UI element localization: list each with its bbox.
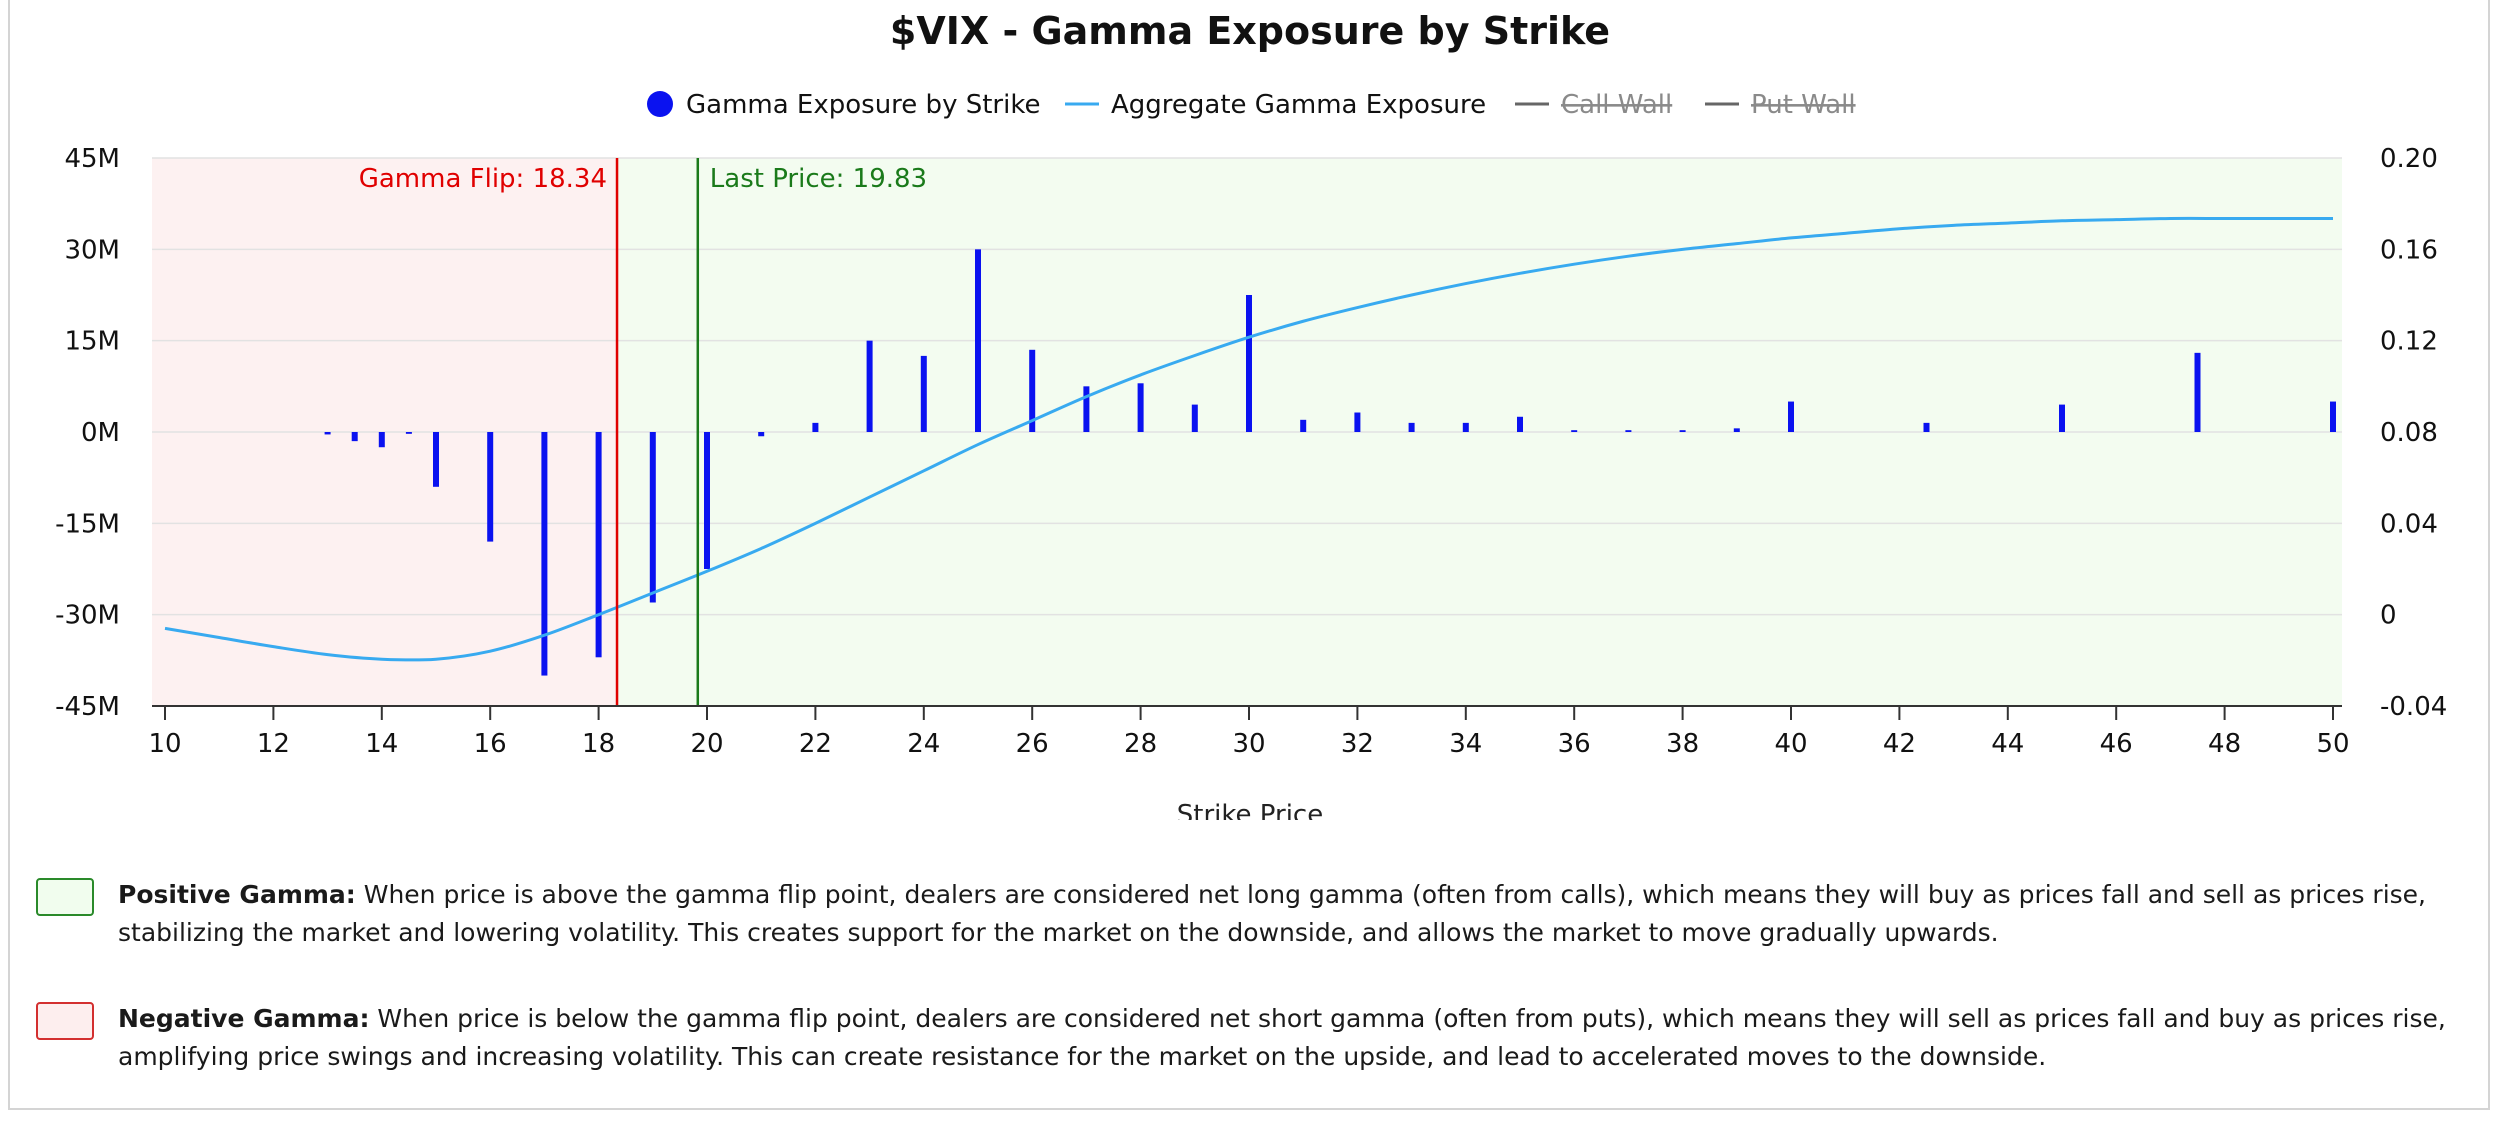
y-left-tick-label: -15M (55, 509, 120, 539)
x-tick-label: 10 (148, 729, 181, 759)
x-tick-label: 26 (1016, 729, 1049, 759)
gamma-bar (487, 432, 494, 542)
x-tick-label: 18 (582, 729, 615, 759)
x-axis-label: Strike Price (1177, 800, 1323, 820)
gamma-bar (1408, 422, 1415, 432)
y-right-tick-label: 0.20 (2380, 144, 2438, 174)
x-tick-label: 20 (690, 729, 723, 759)
y-right-tick-label: 0.12 (2380, 327, 2438, 357)
gamma-bar (378, 432, 385, 448)
gamma-bar (324, 432, 331, 435)
y-left-tick-label: 45M (64, 144, 120, 174)
gamma-exposure-chart: Gamma Flip: 18.34 Last Price: 19.83 10 12 1… (55, 9, 2447, 820)
negative-gamma-label: Negative Gamma: (118, 1004, 370, 1033)
gamma-bar (1517, 416, 1523, 432)
positive-gamma-label: Positive Gamma: (118, 880, 356, 909)
gamma-bar (1354, 412, 1361, 432)
legend-item-label: Gamma Exposure by Strike (686, 90, 1040, 120)
legend: Gamma Exposure by Strike Aggregate Gamma … (647, 90, 1856, 120)
gamma-bar (2330, 401, 2336, 432)
x-tick-label: 32 (1341, 729, 1374, 759)
x-tick-label: 24 (907, 729, 940, 759)
x-tick-label: 30 (1232, 729, 1265, 759)
gamma-bar (866, 340, 873, 432)
x-tick-label: 50 (2316, 729, 2349, 759)
x-tick-label: 28 (1124, 729, 1157, 759)
y-right-tick-label: 0.16 (2380, 235, 2438, 265)
gamma-bar (1300, 419, 1307, 432)
negative-gamma-description: When price is below the gamma flip point… (118, 1004, 2446, 1071)
gamma-bar (405, 432, 412, 434)
markers-layer: Gamma Flip: 18.34 Last Price: 19.83 (359, 158, 927, 706)
y-left-tick-label: -45M (55, 692, 120, 722)
gamma-bar (541, 432, 548, 676)
gamma-bar (1625, 430, 1632, 432)
gamma-bar (433, 432, 439, 487)
y-right-tick-label: 0.04 (2380, 509, 2438, 539)
y-left-tick-label: 30M (64, 235, 120, 265)
x-tick-label: 36 (1558, 729, 1591, 759)
gamma-bar (1788, 401, 1794, 432)
legend-item-label: Aggregate Gamma Exposure (1111, 90, 1486, 120)
x-tick-label: 12 (257, 729, 290, 759)
gamma-bar (595, 432, 602, 658)
positive-gamma-description: When price is above the gamma flip point… (118, 880, 2427, 947)
x-tick-label: 46 (2100, 729, 2133, 759)
axes-layer: 10 12 14 16 18 20 22 24 26 28 30 32 34 36 38 40 42 44 46 48… (55, 144, 2447, 759)
x-tick-label: 22 (799, 729, 832, 759)
chart-title: $VIX - Gamma Exposure by Strike (890, 9, 1610, 53)
gamma-bar (1137, 383, 1144, 432)
negative-gamma-text: Negative Gamma: When price is below the … (118, 1000, 2466, 1076)
y-right-tick-label: -0.04 (2380, 692, 2447, 722)
x-tick-label: 40 (1774, 729, 1807, 759)
positive-gamma-text: Positive Gamma: When price is above the … (118, 876, 2466, 952)
positive-gamma-note: Positive Gamma: When price is above the … (36, 876, 2466, 952)
gamma-bar (649, 432, 656, 603)
gamma-bar (1923, 422, 1930, 432)
aggregate-gamma-line (164, 216, 2333, 662)
gamma-bar (2194, 352, 2201, 432)
y-right-tick-label: 0.08 (2380, 418, 2438, 448)
x-tick-label: 48 (2208, 729, 2241, 759)
gamma-bar (2059, 404, 2065, 432)
gamma-bar (1733, 428, 1740, 432)
positive-gamma-swatch (36, 878, 94, 916)
last-price-label: Last Price: 19.83 (710, 164, 927, 194)
gamma-bar (758, 432, 765, 437)
y-left-tick-label: 0M (81, 418, 120, 448)
gamma-bar (1246, 295, 1252, 432)
x-tick-label: 44 (1991, 729, 2024, 759)
x-tick-label: 16 (474, 729, 507, 759)
gamma-bar (1679, 430, 1686, 432)
gamma-bar (1083, 386, 1090, 432)
y-left-tick-label: 15M (64, 327, 120, 357)
y-right-tick-label: 0 (2380, 601, 2397, 631)
gamma-bar (920, 355, 927, 432)
legend-item-label: Put Wall (1751, 90, 1856, 120)
y-left-tick-label: -30M (55, 601, 120, 631)
gamma-flip-label: Gamma Flip: 18.34 (359, 164, 607, 194)
gamma-bar (812, 422, 819, 432)
bars-layer (324, 249, 2336, 676)
gamma-bar (351, 432, 358, 442)
negative-gamma-note: Negative Gamma: When price is below the … (36, 1000, 2466, 1076)
gamma-bar (975, 249, 981, 432)
legend-dot-icon (647, 91, 673, 117)
gamma-bar (704, 432, 710, 569)
gamma-bar (1462, 422, 1469, 432)
gamma-bar (1029, 349, 1036, 432)
legend-item-label: Call Wall (1561, 90, 1672, 120)
x-tick-label: 42 (1883, 729, 1916, 759)
x-tick-label: 34 (1449, 729, 1482, 759)
x-tick-label: 38 (1666, 729, 1699, 759)
gamma-bar (1571, 430, 1578, 432)
x-tick-label: 14 (365, 729, 398, 759)
negative-gamma-swatch (36, 1002, 94, 1040)
gamma-bar (1191, 404, 1198, 432)
line-layer (164, 216, 2333, 662)
